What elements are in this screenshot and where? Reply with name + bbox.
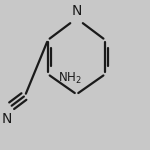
Text: N: N bbox=[71, 4, 82, 18]
Text: NH$_2$: NH$_2$ bbox=[58, 71, 82, 86]
Text: N: N bbox=[2, 112, 12, 126]
